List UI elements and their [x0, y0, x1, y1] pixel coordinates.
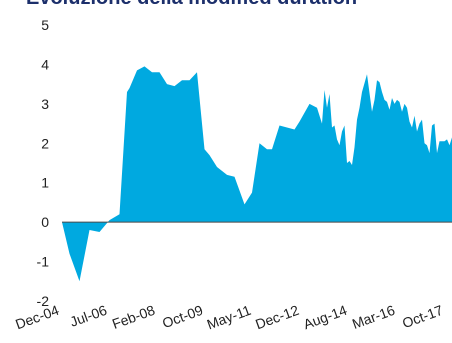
y-tick-label: 0 — [41, 214, 49, 230]
series-area — [62, 66, 452, 282]
x-tick-label: Oct-17 — [400, 302, 445, 331]
y-tick-label: 5 — [41, 17, 49, 33]
y-tick-label: 1 — [41, 175, 49, 191]
chart-title: Evoluzione della modified duration — [26, 0, 357, 9]
x-tick-label: Aug-14 — [301, 302, 349, 333]
x-tick-label: Dec-12 — [253, 302, 301, 333]
y-tick-label: 3 — [41, 96, 49, 112]
y-tick-label: -2 — [37, 293, 50, 309]
y-tick-label: 2 — [41, 135, 49, 151]
x-tick-label: Mar-16 — [350, 302, 397, 332]
x-tick-label: Oct-09 — [160, 302, 205, 331]
plot-area — [62, 66, 452, 282]
y-axis-ticks: 5 4 3 2 1 0 -1 -2 — [37, 17, 50, 309]
y-tick-label: -1 — [37, 254, 50, 270]
x-tick-label: Jul-06 — [68, 302, 110, 330]
x-tick-label: Feb-08 — [110, 302, 157, 332]
y-tick-label: 4 — [41, 56, 49, 72]
x-tick-label: May-11 — [205, 302, 254, 333]
x-axis-ticks: Dec-04 Jul-06 Feb-08 Oct-09 May-11 Dec-12 Aug-… — [13, 302, 445, 333]
